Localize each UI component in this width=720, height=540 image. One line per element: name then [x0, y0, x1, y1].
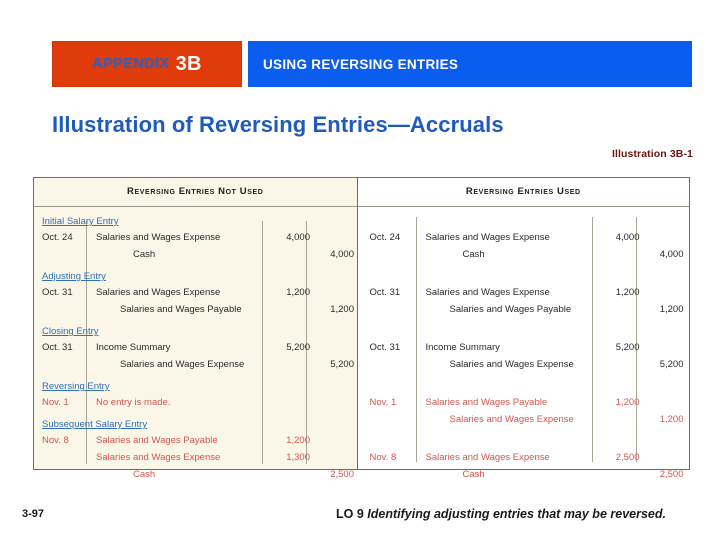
entry-account: Cash	[133, 249, 156, 260]
column-rule-credit-right	[635, 217, 637, 462]
entry-debit-amount: 2,500	[615, 452, 640, 463]
entry-debit-amount: 5,200	[286, 342, 310, 353]
entry-debit-amount: 4,000	[615, 232, 640, 243]
page-title: Illustration of Reversing Entries—Accrua…	[52, 112, 504, 137]
journal-entry-row: Salaries and Wages Expense 5,200	[34, 357, 357, 372]
entry-credit-amount: 2,500	[330, 469, 354, 480]
journal-entry-row: Oct. 31 Salaries and Wages Expense 1,200	[34, 285, 357, 300]
journal-entry-row: Salaries and Wages Payable 1,200	[34, 302, 357, 317]
panel-header-left: Reversing Entries Not Used	[34, 178, 357, 207]
footer-learning-objective: LO 9 Identifying adjusting entries that …	[336, 507, 666, 521]
journal-entry-row: Cash 2,500	[34, 467, 357, 482]
entry-date: Oct. 24	[42, 232, 73, 243]
journal-entry-row: Nov. 1 No entry is made.	[34, 395, 357, 410]
panel-reversing-entries-not-used: Reversing Entries Not Used Initial Salar…	[34, 178, 358, 480]
journal-entry-row: Nov. 8 Salaries and Wages Payable 1,200	[34, 433, 357, 448]
entry-account: Salaries and Wages Payable	[449, 304, 572, 315]
entry-debit-amount: 4,000	[286, 232, 310, 243]
footer-page-number: 3-97	[22, 508, 45, 520]
entry-account: Income Summary	[96, 342, 171, 353]
banner-title-box: USING REVERSING ENTRIES	[248, 41, 692, 87]
entry-debit-amount: 5,200	[615, 342, 640, 353]
entry-group-label: Initial Salary Entry	[42, 216, 119, 227]
journal-entry-row: Oct. 24 Salaries and Wages Expense 4,000	[358, 230, 690, 245]
entry-date: Oct. 24	[369, 232, 401, 243]
journal-entry-row: Oct. 31 Income Summary 5,200	[34, 340, 357, 355]
entry-account: Salaries and Wages Expense	[425, 232, 550, 243]
journal-entry-row: Salaries and Wages Expense 5,200	[358, 357, 690, 372]
entry-account: Cash	[133, 469, 156, 480]
entry-account: Salaries and Wages Expense	[449, 359, 574, 370]
entry-group-label: Reversing Entry	[42, 381, 110, 392]
journal-entry-row: Oct. 24 Salaries and Wages Expense 4,000	[34, 230, 357, 245]
entry-debit-amount: 1,200	[286, 435, 310, 446]
column-rule-date-right	[415, 217, 417, 462]
entry-credit-amount: 1,200	[330, 304, 354, 315]
journal-entry-row: Salaries and Wages Payable 1,200	[358, 302, 690, 317]
entry-credit-amount: 1,200	[659, 414, 684, 425]
panel-reversing-entries-used: Reversing Entries Used Oct. 24 Salaries a…	[357, 178, 690, 480]
appendix-badge: APPENDIX 3B	[52, 41, 242, 87]
entry-date: Oct. 31	[42, 342, 73, 353]
journal-entry-row: Cash 2,500	[358, 467, 690, 482]
entry-credit-amount: 1,200	[659, 304, 684, 315]
entry-account: Salaries and Wages Expense	[96, 232, 221, 243]
journal-entry-row: Salaries and Wages Expense 1,300	[34, 450, 357, 465]
journal-entry-row: Salaries and Wages Expense 1,200	[358, 412, 690, 427]
entry-group-label: Closing Entry	[42, 326, 99, 337]
header-banner: APPENDIX 3B USING REVERSING ENTRIES	[52, 41, 692, 87]
panel-body-right: Oct. 24 Salaries and Wages Expense 4,000 Ca…	[358, 207, 690, 480]
entry-debit-amount: 1,300	[286, 452, 310, 463]
entry-date: Oct. 31	[369, 342, 401, 353]
entry-credit-amount: 5,200	[330, 359, 354, 370]
illustration-reference: Illustration 3B-1	[611, 148, 693, 160]
entry-credit-amount: 4,000	[330, 249, 354, 260]
entry-debit-amount: 1,200	[286, 287, 310, 298]
entry-account: Salaries and Wages Expense	[96, 452, 221, 463]
column-rule-credit-left	[306, 221, 307, 464]
appendix-label: APPENDIX	[92, 56, 170, 72]
banner-title-label: USING REVERSING ENTRIES	[263, 56, 459, 72]
entry-account: Salaries and Wages Payable	[96, 435, 218, 446]
entry-date: Nov. 1	[369, 397, 397, 408]
entry-date: Nov. 8	[42, 435, 69, 446]
appendix-number: 3B	[175, 52, 202, 75]
entry-date: Nov. 8	[369, 452, 397, 463]
entry-account: Cash	[462, 469, 485, 480]
entry-account: Salaries and Wages Payable	[120, 304, 242, 315]
journal-entry-row: Cash 4,000	[358, 247, 690, 262]
journal-entry-row: Nov. 8 Salaries and Wages Expense 2,500	[358, 450, 690, 465]
panel-body-left: Initial Salary Entry Oct. 24 Salaries and …	[34, 207, 357, 480]
column-rule-debit-right	[591, 217, 593, 462]
entry-debit-amount: 1,200	[615, 287, 640, 298]
entry-account: Salaries and Wages Expense	[96, 287, 221, 298]
entry-account: Income Summary	[425, 342, 500, 353]
footer-lo-text: Identifying adjusting entries that may b…	[367, 507, 666, 521]
column-rule-date-left	[86, 221, 87, 464]
entry-group-label: Subsequent Salary Entry	[42, 419, 148, 430]
entry-debit-amount: 1,200	[615, 397, 640, 408]
journal-entry-row: Oct. 31 Salaries and Wages Expense 1,200	[358, 285, 690, 300]
journal-entry-row: Nov. 1 Salaries and Wages Payable 1,200	[358, 395, 690, 410]
entry-credit-amount: 2,500	[659, 469, 684, 480]
entry-date: Nov. 1	[42, 397, 69, 408]
entry-account: Cash	[462, 249, 485, 260]
panel-header-right: Reversing Entries Used	[357, 178, 689, 207]
entry-account: Salaries and Wages Expense	[120, 359, 245, 370]
entry-account: No entry is made.	[96, 397, 171, 408]
entry-credit-amount: 5,200	[659, 359, 684, 370]
entry-credit-amount: 4,000	[659, 249, 684, 260]
entry-account: Salaries and Wages Payable	[425, 397, 548, 408]
journal-entry-row: Cash 4,000	[34, 247, 357, 262]
entry-group-label: Adjusting Entry	[42, 271, 106, 282]
entry-account: Salaries and Wages Expense	[425, 452, 550, 463]
entry-date: Oct. 31	[42, 287, 73, 298]
entry-account: Salaries and Wages Expense	[425, 287, 550, 298]
footer-lo-tag: LO 9	[336, 507, 364, 521]
entry-account: Salaries and Wages Expense	[449, 414, 574, 425]
entry-date: Oct. 31	[369, 287, 401, 298]
journal-entry-row: Oct. 31 Income Summary 5,200	[358, 340, 690, 355]
column-rule-debit-left	[262, 221, 263, 464]
illustration-table: Reversing Entries Not Used Initial Salar…	[33, 177, 690, 480]
